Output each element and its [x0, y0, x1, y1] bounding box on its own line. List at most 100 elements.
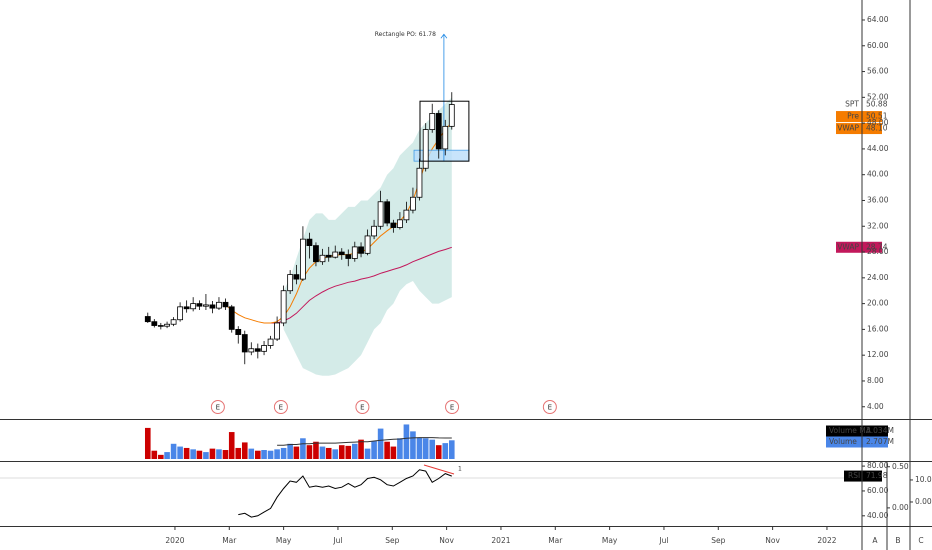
y-tick-label: 32.00: [867, 221, 889, 230]
extra-tick-label: 0.00: [892, 503, 909, 512]
volume-bar: [332, 449, 339, 459]
volume-bar: [158, 454, 164, 459]
candle-body: [345, 254, 352, 259]
volume-label-box: [826, 425, 888, 437]
earnings-label: E: [450, 404, 454, 412]
y-tick-label: 24.00: [867, 273, 889, 282]
candle-body: [338, 251, 345, 256]
volume-bar: [177, 446, 183, 459]
rsi-line: [238, 469, 452, 518]
volume-bar: [397, 438, 403, 459]
rsi-tick-label: 60.00: [867, 486, 889, 495]
x-tick-label: Nov: [765, 536, 780, 545]
volume-bar: [351, 443, 358, 459]
x-tick-label: 2021: [491, 536, 510, 545]
price-label-box: [836, 99, 882, 111]
volume-bar: [293, 446, 300, 459]
earnings-label: E: [548, 404, 552, 412]
volume-bar: [306, 445, 313, 459]
candle-body: [319, 254, 326, 263]
candle-body: [274, 322, 281, 340]
volume-bar: [313, 441, 319, 459]
y-tick-label: 8.00: [867, 376, 884, 385]
volume-bar: [345, 445, 352, 459]
rsi-label-name: RSI: [848, 471, 860, 480]
x-tick-label: Sep: [385, 536, 399, 545]
candle-body: [435, 113, 442, 150]
y-tick-label: 12.00: [867, 350, 889, 359]
volume-bar: [196, 450, 203, 459]
volume-bar: [144, 427, 151, 459]
volume-bar: [222, 450, 229, 459]
y-tick-label: 4.00: [867, 402, 884, 411]
price-label-box: [836, 111, 882, 123]
candle-body: [300, 238, 306, 280]
rectangle-drawing: [419, 100, 470, 162]
price-label-value: 50.88: [866, 100, 888, 109]
trendline: [423, 464, 455, 475]
volume-bar: [403, 424, 410, 459]
volume-bar: [448, 440, 455, 459]
volume-bar: [164, 452, 170, 459]
candle-body: [248, 348, 255, 353]
volume-bar: [287, 443, 293, 459]
volume-bar: [390, 446, 397, 459]
candle-body: [254, 348, 261, 352]
volume-bar: [248, 448, 255, 459]
candle-body: [196, 303, 203, 307]
candle-body: [164, 323, 170, 327]
volume-bar: [235, 447, 242, 459]
x-tick-label: Jul: [332, 536, 342, 545]
candle-body: [448, 104, 455, 127]
candle-body: [371, 225, 377, 237]
volume-bar: [364, 448, 371, 459]
candle-body: [280, 290, 287, 324]
candle-body: [403, 209, 410, 221]
rsi-tick-label: 80.00: [867, 461, 889, 470]
y-tick-label: 52.00: [867, 92, 889, 101]
volume-bar: [241, 442, 248, 459]
candle-body: [190, 303, 197, 310]
rsi-label-value: 71.98: [866, 471, 888, 480]
candle-body: [157, 325, 164, 327]
candle-body: [183, 306, 190, 310]
candle-body: [396, 219, 403, 228]
extra-tick-label: 10.00: [915, 475, 932, 484]
price-label-box: [836, 123, 882, 135]
scale-button: C: [918, 536, 923, 545]
arrow-head: [440, 33, 448, 39]
x-tick-label: Jul: [658, 536, 668, 545]
volume-bar: [203, 452, 209, 459]
candle-body: [429, 113, 436, 130]
candle-body: [228, 306, 235, 330]
y-tick-label: 20.00: [867, 299, 889, 308]
candle-body: [177, 306, 184, 321]
candle-body: [222, 301, 229, 308]
price-label-value: 28.74: [866, 242, 888, 251]
y-tick-label: 60.00: [867, 41, 889, 50]
volume-label-value: 2.707M: [866, 437, 894, 446]
x-tick-label: Mar: [548, 536, 563, 545]
volume-bar: [319, 446, 326, 459]
volume-bar: [435, 445, 442, 459]
volume-bar: [216, 449, 222, 459]
volume-bar: [416, 437, 423, 459]
earnings-marker: [542, 400, 557, 414]
zone: [413, 149, 470, 162]
indicator-line: [270, 246, 452, 324]
volume-bar: [255, 450, 261, 459]
x-tick-label: Mar: [222, 536, 237, 545]
volume-bar: [410, 431, 416, 459]
rsi-tick-label: 40.00: [867, 511, 889, 520]
candle-body: [235, 328, 242, 335]
earnings-marker: [273, 400, 288, 414]
candle-body: [151, 321, 158, 326]
volume-bar: [384, 441, 390, 459]
price-label-value: 50.51: [866, 112, 888, 121]
volume-bar: [442, 443, 449, 459]
volume-bar: [371, 441, 377, 459]
y-tick-label: 16.00: [867, 324, 889, 333]
candle-body: [422, 129, 429, 169]
candle-body: [332, 251, 339, 258]
candle-body: [170, 319, 177, 325]
